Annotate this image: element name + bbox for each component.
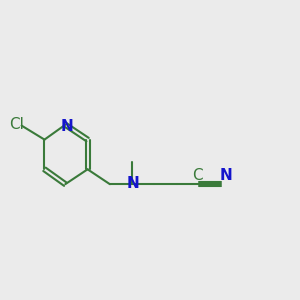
Text: N: N [60, 119, 73, 134]
Text: Cl: Cl [9, 117, 24, 132]
Text: N: N [219, 168, 232, 183]
Text: N: N [127, 176, 140, 191]
Text: C: C [192, 168, 203, 183]
